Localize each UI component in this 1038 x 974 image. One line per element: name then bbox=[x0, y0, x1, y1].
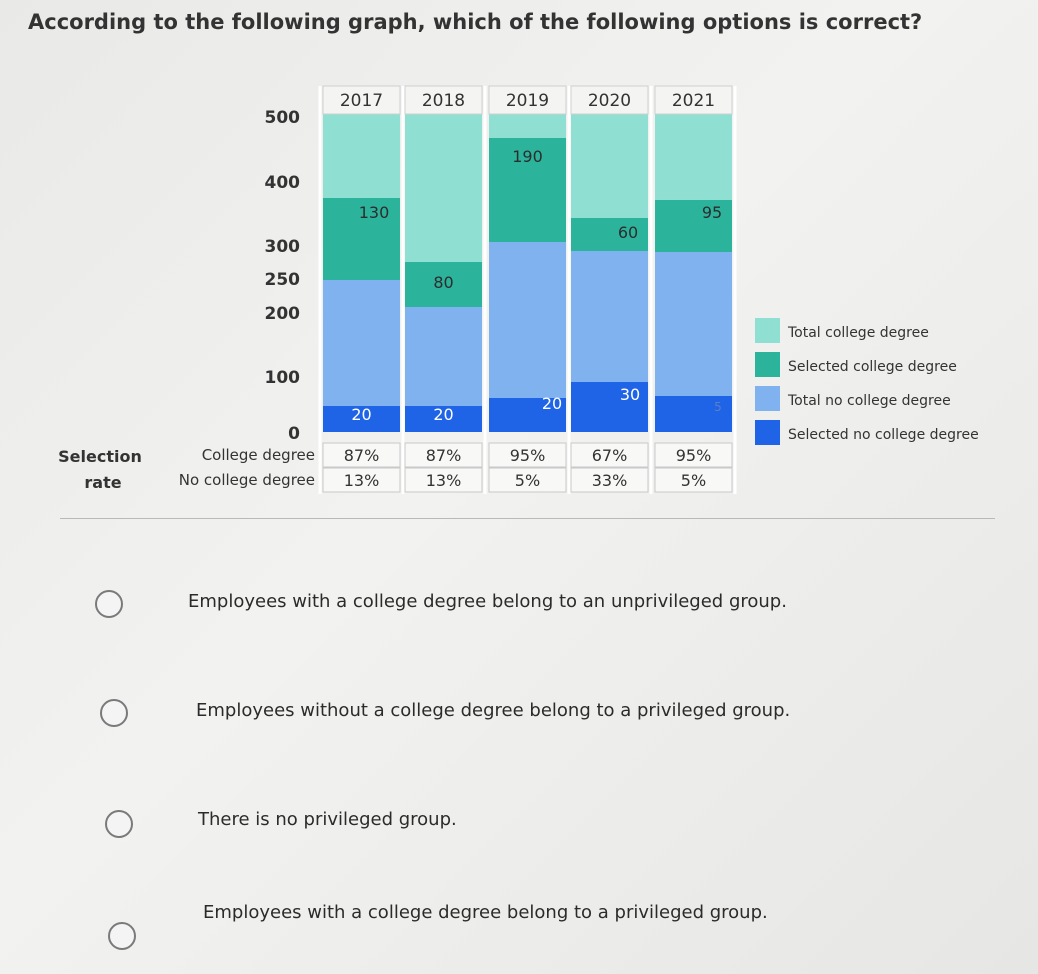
bar-selected-no-college-2020 bbox=[571, 382, 648, 432]
chart-svg: 2017 2018 2019 2020 2021 130 20 80 20 190 20 60 30 95… bbox=[58, 85, 979, 494]
table-cell bbox=[654, 442, 733, 468]
table-cell bbox=[404, 442, 483, 468]
bar-selected-no-college-2021 bbox=[655, 396, 732, 432]
option-4[interactable]: Employees with a college degree belong t… bbox=[0, 902, 1038, 962]
bar-selected-college-2021 bbox=[655, 200, 732, 252]
table-cell-value: 33% bbox=[592, 471, 628, 490]
radio-button-icon[interactable] bbox=[100, 699, 128, 727]
bar-total-college-2018 bbox=[405, 86, 482, 262]
table-cell-value: 5% bbox=[515, 471, 540, 490]
table-cell bbox=[654, 467, 733, 493]
legend-label: Total college degree bbox=[787, 325, 929, 341]
table-row-label: No college degree bbox=[179, 471, 315, 489]
y-tick-label: 200 bbox=[265, 304, 301, 324]
bar-total-no-college-2020 bbox=[571, 251, 648, 382]
option-2[interactable]: Employees without a college degree belon… bbox=[0, 682, 1038, 742]
bar-selected-college-2019 bbox=[489, 138, 566, 242]
y-tick-label: 300 bbox=[265, 237, 301, 257]
year-label: 2018 bbox=[422, 91, 465, 111]
stacked-bar-chart: 2017 2018 2019 2020 2021 130 20 80 20 190 20 60 30 95… bbox=[58, 85, 979, 494]
legend-swatch bbox=[755, 420, 780, 445]
year-header-2020 bbox=[570, 85, 649, 115]
table-cell-value: 87% bbox=[344, 446, 380, 465]
option-text: Employees with a college degree belong t… bbox=[188, 591, 787, 612]
year-label: 2019 bbox=[506, 91, 549, 111]
data-label-selected-college: 60 bbox=[618, 223, 638, 242]
data-label-selected-no-college: 20 bbox=[433, 405, 453, 424]
bar-selected-no-college-2019 bbox=[489, 398, 566, 432]
year-header-2019 bbox=[488, 85, 567, 115]
divider-line bbox=[60, 518, 995, 519]
table-row-label: College degree bbox=[202, 446, 315, 464]
year-label: 2021 bbox=[672, 91, 715, 111]
bar-selected-no-college-2017 bbox=[323, 406, 400, 432]
year-header-2021 bbox=[654, 85, 733, 115]
selection-rate-label: rate bbox=[84, 473, 121, 492]
option-3[interactable]: There is no privileged group. bbox=[0, 793, 1038, 853]
bar-selected-college-2018 bbox=[405, 262, 482, 307]
table-cell bbox=[488, 442, 567, 468]
option-text: Employees without a college degree belon… bbox=[196, 700, 791, 721]
table-cell-value: 95% bbox=[676, 446, 712, 465]
bar-total-no-college-2017 bbox=[323, 280, 400, 406]
bar-total-no-college-2019 bbox=[489, 242, 566, 398]
legend-swatch bbox=[755, 318, 780, 343]
bar-selected-college-2020 bbox=[571, 218, 648, 251]
year-header-2017 bbox=[322, 85, 401, 115]
option-text: There is no privileged group. bbox=[198, 809, 457, 830]
table-cell bbox=[488, 467, 567, 493]
bar-total-no-college-2021 bbox=[655, 252, 732, 396]
table-cell bbox=[570, 442, 649, 468]
bar-total-no-college-2018 bbox=[405, 307, 482, 406]
option-1[interactable]: Employees with a college degree belong t… bbox=[0, 573, 1038, 633]
legend-label: Selected no college degree bbox=[788, 427, 979, 443]
legend-swatch bbox=[755, 386, 780, 411]
radio-button-icon[interactable] bbox=[108, 922, 136, 950]
table-cell-value: 5% bbox=[681, 471, 706, 490]
legend-swatch bbox=[755, 352, 780, 377]
year-header-2018 bbox=[404, 85, 483, 115]
y-tick-label: 0 bbox=[288, 424, 300, 444]
year-label: 2020 bbox=[588, 91, 631, 111]
radio-button-icon[interactable] bbox=[105, 810, 133, 838]
data-label-selected-no-college: 30 bbox=[620, 385, 640, 404]
y-tick-label: 400 bbox=[265, 173, 301, 193]
data-label-selected-no-college: 20 bbox=[542, 394, 562, 413]
radio-button-icon[interactable] bbox=[95, 590, 123, 618]
data-label-selected-college: 95 bbox=[702, 203, 722, 222]
bar-selected-college-2017 bbox=[323, 198, 400, 280]
selection-rate-label: Selection bbox=[58, 447, 142, 466]
question-text: According to the following graph, which … bbox=[28, 10, 923, 34]
y-tick-label: 100 bbox=[265, 368, 301, 388]
table-cell bbox=[322, 467, 401, 493]
y-tick-label: 250 bbox=[265, 270, 301, 290]
table-cell-value: 87% bbox=[426, 446, 462, 465]
table-cell-value: 95% bbox=[510, 446, 546, 465]
y-tick-label: 500 bbox=[265, 108, 301, 128]
data-label-selected-college: 80 bbox=[433, 273, 453, 292]
table-cell-value: 13% bbox=[344, 471, 380, 490]
year-label: 2017 bbox=[340, 91, 383, 111]
data-label-selected-college: 190 bbox=[512, 147, 543, 166]
data-label-selected-no-college: 5 bbox=[714, 400, 722, 414]
legend-label: Selected college degree bbox=[788, 359, 957, 375]
bar-selected-no-college-2018 bbox=[405, 406, 482, 432]
data-label-selected-no-college: 20 bbox=[351, 405, 371, 424]
legend-label: Total no college degree bbox=[787, 393, 951, 409]
table-cell bbox=[570, 467, 649, 493]
table-cell bbox=[404, 467, 483, 493]
table-cell-value: 13% bbox=[426, 471, 462, 490]
table-cell-value: 67% bbox=[592, 446, 628, 465]
table-cell bbox=[322, 442, 401, 468]
data-label-selected-college: 130 bbox=[359, 203, 390, 222]
option-text: Employees with a college degree belong t… bbox=[203, 902, 768, 923]
